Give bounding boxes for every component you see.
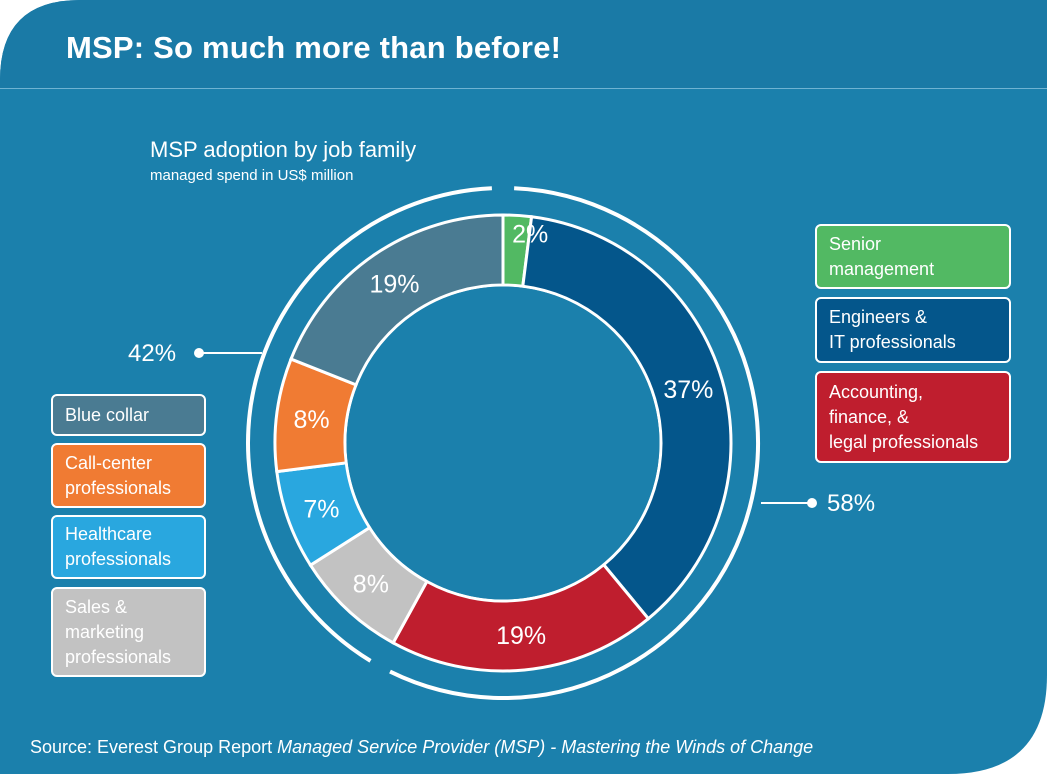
slice-value-label: 2% (512, 220, 548, 248)
legend-item-call-center: Call-center professionals (51, 443, 206, 508)
legend-item-healthcare: Healthcare professionals (51, 515, 206, 579)
slice-value-label: 19% (369, 270, 419, 298)
slice-blue-collar (289, 213, 505, 387)
legend-text: Accounting, (829, 381, 924, 402)
slice-value-label: 37% (663, 376, 713, 404)
source-report-title: Managed Service Provider (MSP) - Masteri… (277, 737, 814, 757)
group-connector-dot-left (194, 348, 204, 358)
slice-value-label: 8% (293, 406, 329, 434)
legend-text: professionals (65, 646, 172, 667)
legend-text: Healthcare (65, 524, 153, 544)
legend-item-senior-management: Senior management (815, 224, 1011, 289)
donut-center (346, 286, 660, 600)
legend-text: Senior (829, 233, 882, 254)
group-label-right: 58% (827, 490, 876, 517)
legend-text: IT professionals (829, 332, 956, 352)
legend-item-sales-marketing: Sales & marketing professionals (51, 587, 206, 677)
legend-item-engineers-it: Engineers & IT professionals (815, 297, 1011, 363)
legend-text: Blue collar (65, 404, 150, 425)
group-connector-dot-right (807, 498, 817, 508)
slice-engineers-and-it-professionals (521, 215, 733, 621)
group-ring-42 (246, 186, 492, 663)
source-prefix: Source: Everest Group Report (30, 737, 278, 757)
legend-text: management (829, 258, 935, 279)
slice-value-label: 8% (353, 571, 389, 599)
legend-text: finance, & (829, 406, 910, 427)
legend-text: Sales & (65, 596, 128, 617)
legend-text: legal professionals (829, 431, 979, 452)
legend-text: Call-center (65, 452, 153, 473)
group-label-left: 42% (128, 340, 177, 367)
page-title: MSP: So much more than before! (66, 30, 562, 65)
title-bar (0, 0, 1047, 88)
slice-value-label: 19% (496, 622, 546, 650)
legend-text: Engineers & (829, 307, 928, 327)
group-ring-58 (389, 186, 760, 700)
legend-text: professionals (65, 477, 172, 498)
donut-chart: 2% 37% 19% 8% 7% 8% 19% (194, 186, 817, 700)
legend-text: marketing (65, 621, 145, 642)
legend-item-accounting-finance-legal: Accounting, finance, & legal professiona… (815, 371, 1011, 463)
legend-item-blue-collar: Blue collar (51, 394, 206, 436)
legend-text: professionals (65, 549, 172, 569)
source-note: Source: Everest Group Report Managed Ser… (30, 737, 813, 758)
chart-title: MSP adoption by job family (150, 137, 417, 162)
chart-subtitle: managed spend in US$ million (150, 167, 354, 184)
slice-value-label: 7% (303, 495, 339, 523)
